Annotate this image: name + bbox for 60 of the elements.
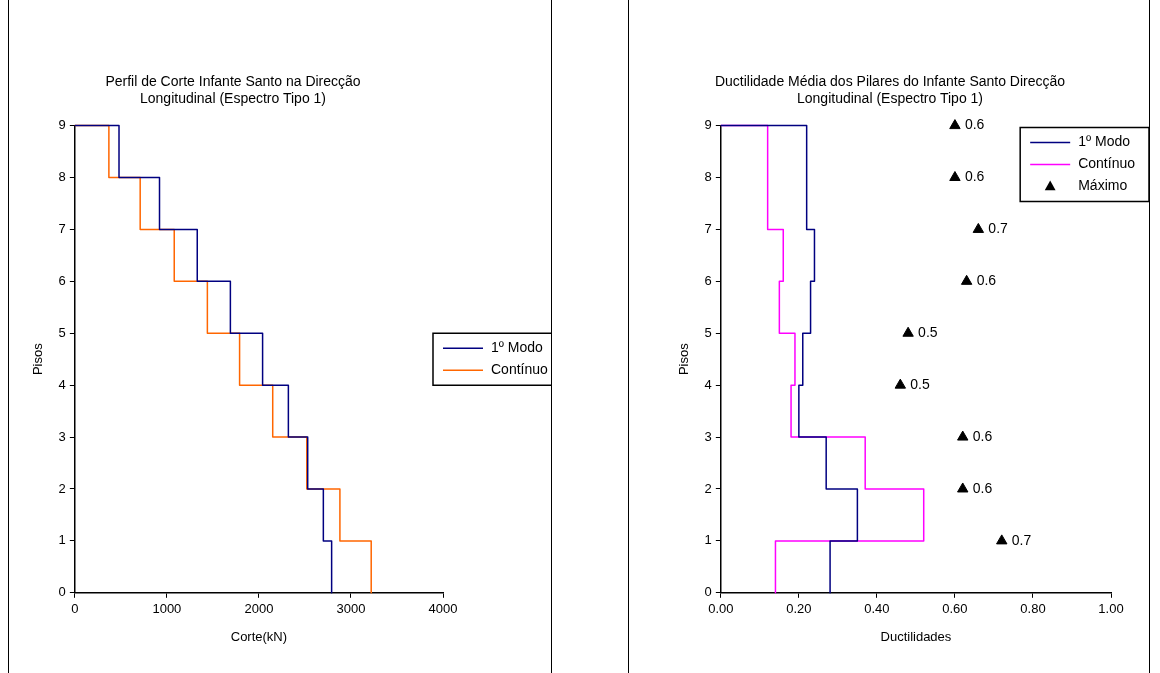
- y-axis-title: Pisos: [30, 342, 46, 376]
- point: [894, 378, 906, 389]
- x-tick-label: 0.40: [864, 601, 890, 617]
- legend-label: Máximo: [1078, 177, 1128, 194]
- y-tick-label: 5: [58, 324, 66, 340]
- point: [972, 222, 985, 233]
- y-tick-label: 0: [58, 584, 66, 600]
- point: [902, 326, 914, 337]
- y-tick-label: 1: [58, 532, 66, 548]
- point: [996, 534, 1008, 545]
- y-tick-label: 0: [704, 584, 712, 600]
- y-tick-label: 6: [704, 272, 712, 288]
- y-tick-label: 5: [704, 324, 712, 340]
- y-tick-label: 9: [58, 117, 66, 133]
- y-tick-label: 8: [58, 169, 66, 185]
- legend-label: 1º Modo: [491, 339, 544, 356]
- x-axis-title: Corte(kN): [230, 628, 288, 644]
- y-tick-label: 4: [704, 376, 712, 392]
- x-tick-label: 1.00: [1098, 601, 1124, 617]
- point: [957, 482, 969, 493]
- y-tick-label: 2: [58, 480, 66, 496]
- y-tick-label: 6: [58, 272, 66, 288]
- x-tick-label: 3000: [336, 601, 366, 617]
- y-axis-title: Pisos: [676, 342, 692, 376]
- legend-label: 1º Modo: [1078, 133, 1131, 150]
- annotation: 0.6: [964, 168, 985, 185]
- x-tick-label: 1000: [152, 601, 182, 617]
- y-tick-label: 7: [704, 221, 712, 236]
- y-tick-label: 1: [704, 532, 712, 548]
- y-tick-label: 3: [704, 428, 712, 444]
- chart-title: Ductilidade Média dos Pilares do Infante Santo Direcção Longitudinal (Espectro Tipo 1): [714, 73, 1066, 107]
- legend-label: Contínuo: [491, 361, 549, 378]
- y-tick-label: 7: [58, 221, 66, 236]
- annotation: 0.6: [972, 427, 993, 444]
- annotation: 0.6: [976, 272, 997, 289]
- point: [957, 430, 969, 441]
- annotation: 0.5: [918, 324, 938, 341]
- x-tick-label: 0: [71, 601, 79, 617]
- chart-title: Perfil de Corte Infante Santo na Direcção Longitudinal (Espectro Tipo 1): [105, 73, 361, 107]
- y-tick-label: 4: [58, 376, 66, 392]
- annotation: 0.5: [910, 376, 930, 393]
- x-tick-label: 0.80: [1020, 601, 1046, 617]
- x-axis-title: Ductilidades: [880, 628, 952, 644]
- y-tick-label: 9: [704, 117, 712, 133]
- x-tick-label: 0.20: [786, 601, 812, 617]
- annotation: 0.7: [988, 220, 1009, 237]
- x-tick-label: 0.60: [942, 601, 968, 617]
- x-tick-label: 4000: [428, 601, 458, 617]
- annotation: 0.6: [964, 116, 985, 133]
- point: [960, 274, 973, 285]
- legend-label: Contínuo: [1078, 155, 1136, 172]
- x-tick-label: 0.00: [708, 601, 734, 617]
- annotation: 0.6: [972, 479, 993, 496]
- y-tick-label: 2: [704, 480, 712, 496]
- point: [949, 119, 961, 130]
- x-tick-label: 2000: [244, 601, 274, 617]
- annotation: 0.7: [1011, 531, 1032, 548]
- y-tick-label: 3: [58, 428, 66, 444]
- y-tick-label: 8: [704, 169, 712, 185]
- point: [949, 171, 961, 182]
